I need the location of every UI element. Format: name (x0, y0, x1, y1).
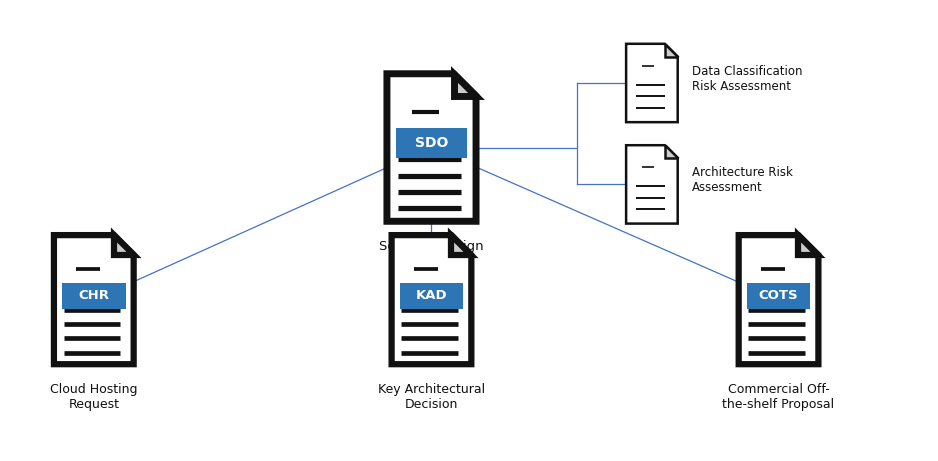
Polygon shape (626, 145, 677, 224)
Text: SDO: SDO (415, 136, 448, 150)
Text: Cloud Hosting
Request: Cloud Hosting Request (50, 383, 138, 411)
Text: KAD: KAD (416, 290, 447, 302)
Polygon shape (53, 235, 133, 364)
Text: CHR: CHR (78, 290, 110, 302)
Polygon shape (665, 44, 677, 57)
Bar (747, 283, 810, 309)
Bar (400, 283, 463, 309)
Text: Solution Design
Overview: Solution Design Overview (379, 240, 484, 268)
Polygon shape (626, 44, 677, 122)
Text: Data Classification
Risk Assessment: Data Classification Risk Assessment (691, 65, 802, 93)
Polygon shape (665, 145, 677, 158)
Polygon shape (454, 74, 477, 96)
Polygon shape (392, 235, 471, 364)
Polygon shape (798, 235, 818, 255)
Polygon shape (451, 235, 471, 255)
Polygon shape (386, 74, 477, 221)
Text: Key Architectural
Decision: Key Architectural Decision (378, 383, 485, 411)
Bar (396, 128, 467, 158)
Polygon shape (113, 235, 133, 255)
Polygon shape (738, 235, 818, 364)
Text: Architecture Risk
Assessment: Architecture Risk Assessment (691, 166, 793, 195)
Bar (62, 283, 126, 309)
Text: Commercial Off-
the-shelf Proposal: Commercial Off- the-shelf Proposal (722, 383, 835, 411)
Text: COTS: COTS (759, 290, 798, 302)
